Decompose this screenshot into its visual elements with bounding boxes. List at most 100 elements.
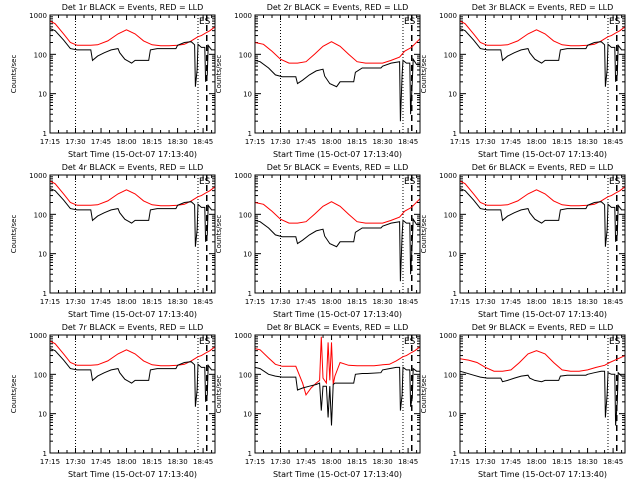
x-tick-label: 17:30 xyxy=(65,138,85,146)
x-tick-label: 17:15 xyxy=(40,458,60,466)
lld-series-line xyxy=(49,20,216,47)
x-tick-label: 18:00 xyxy=(321,138,341,146)
y-axis-label: Counts/sec xyxy=(215,215,223,254)
x-tick-label: 18:45 xyxy=(193,298,213,306)
x-tick-label: 18:30 xyxy=(577,298,597,306)
plot-frame xyxy=(254,174,421,294)
y-tick-label: 1 xyxy=(453,290,457,298)
y-axis-label: Counts/sec xyxy=(10,375,18,414)
x-tick-label: 18:30 xyxy=(577,138,597,146)
y-tick-label: 1 xyxy=(453,450,457,458)
x-tick-label: 17:15 xyxy=(245,138,265,146)
panel-title: Det 4r BLACK = Events, RED = LLD xyxy=(62,163,204,172)
det-panel-2: Det 2r BLACK = Events, RED = LLD Counts/s… xyxy=(215,3,421,159)
x-tick-label: 18:15 xyxy=(552,298,572,306)
x-tick-label: 18:45 xyxy=(398,298,418,306)
y-axis-label: Counts/sec xyxy=(10,55,18,94)
x-axis-label: Start Time (15-Oct-07 17:13:40) xyxy=(478,470,607,479)
x-tick-label: 18:15 xyxy=(142,458,162,466)
panel-title: Det 6r BLACK = Events, RED = LLD xyxy=(472,163,614,172)
events-series-line xyxy=(459,370,625,426)
x-tick-label: 18:15 xyxy=(552,138,572,146)
panel-title: Det 7r BLACK = Events, RED = LLD xyxy=(62,323,204,332)
x-tick-label: 17:45 xyxy=(501,458,521,466)
y-tick-label: 10 xyxy=(243,91,252,99)
marker-label: ES xyxy=(609,177,621,187)
marker-label: ES xyxy=(199,337,211,347)
y-tick-label: 10 xyxy=(38,411,47,419)
y-axis-label: Counts/sec xyxy=(420,375,428,414)
det-panel-6: Det 6r BLACK = Events, RED = LLD Counts/s… xyxy=(420,163,626,319)
x-tick-label: 17:30 xyxy=(65,458,85,466)
y-tick-label: 1000 xyxy=(234,332,252,340)
y-tick-label: 10 xyxy=(448,411,457,419)
x-axis-label: Start Time (15-Oct-07 17:13:40) xyxy=(68,470,197,479)
y-tick-label: 1000 xyxy=(234,172,252,180)
lld-series-line xyxy=(254,336,421,397)
marker-label: ES xyxy=(609,337,621,347)
x-tick-label: 17:30 xyxy=(65,298,85,306)
det-panel-9: Det 9r BLACK = Events, RED = LLD Counts/s… xyxy=(420,323,626,479)
marker-label: ES xyxy=(199,17,211,27)
x-tick-label: 17:45 xyxy=(296,458,316,466)
x-tick-label: 17:15 xyxy=(40,138,60,146)
marker-label: ES xyxy=(199,177,211,187)
plot-frame xyxy=(459,174,626,294)
x-tick-label: 18:00 xyxy=(526,138,546,146)
y-tick-label: 100 xyxy=(239,371,252,379)
y-tick-label: 1000 xyxy=(439,172,457,180)
x-tick-label: 17:30 xyxy=(475,298,495,306)
x-tick-label: 18:45 xyxy=(603,298,623,306)
x-tick-label: 18:00 xyxy=(526,298,546,306)
x-axis-label: Start Time (15-Oct-07 17:13:40) xyxy=(68,310,197,319)
y-axis-label: Counts/sec xyxy=(10,215,18,254)
x-tick-label: 18:15 xyxy=(347,138,367,146)
x-tick-label: 17:45 xyxy=(296,298,316,306)
y-tick-label: 1 xyxy=(453,130,457,138)
x-tick-label: 18:45 xyxy=(603,138,623,146)
y-axis-label: Counts/sec xyxy=(215,55,223,94)
x-tick-label: 18:00 xyxy=(321,458,341,466)
events-series-line xyxy=(459,28,625,87)
y-tick-label: 10 xyxy=(448,91,457,99)
y-tick-label: 10 xyxy=(38,91,47,99)
plot-frame xyxy=(49,14,216,134)
x-tick-label: 17:45 xyxy=(501,138,521,146)
x-tick-label: 17:45 xyxy=(501,298,521,306)
events-series-line xyxy=(49,188,215,247)
y-tick-label: 1 xyxy=(248,450,252,458)
det-panel-7: Det 7r BLACK = Events, RED = LLD Counts/s… xyxy=(10,323,216,479)
panel-title: Det 1r BLACK = Events, RED = LLD xyxy=(62,3,204,12)
x-tick-label: 17:15 xyxy=(40,298,60,306)
x-tick-label: 18:30 xyxy=(372,138,392,146)
events-series-line xyxy=(459,188,625,247)
y-tick-label: 1 xyxy=(43,290,47,298)
y-tick-label: 1000 xyxy=(29,332,47,340)
x-tick-label: 18:00 xyxy=(116,138,136,146)
lld-series-line xyxy=(459,180,626,207)
x-tick-label: 18:45 xyxy=(193,458,213,466)
x-tick-label: 18:30 xyxy=(167,458,187,466)
det-panel-4: Det 4r BLACK = Events, RED = LLD Counts/s… xyxy=(10,163,216,319)
y-tick-label: 1000 xyxy=(234,12,252,20)
panel-title: Det 8r BLACK = Events, RED = LLD xyxy=(267,323,409,332)
x-tick-label: 18:45 xyxy=(398,458,418,466)
events-series-line xyxy=(49,28,215,87)
x-tick-label: 18:15 xyxy=(142,138,162,146)
marker-label: ES xyxy=(404,177,416,187)
x-tick-label: 18:15 xyxy=(552,458,572,466)
x-tick-label: 18:00 xyxy=(526,458,546,466)
det-panel-1: Det 1r BLACK = Events, RED = LLD Counts/s… xyxy=(10,3,216,159)
x-tick-label: 18:45 xyxy=(603,458,623,466)
lld-series-line xyxy=(254,198,421,224)
y-tick-label: 1 xyxy=(248,290,252,298)
x-tick-label: 18:15 xyxy=(347,298,367,306)
y-tick-label: 100 xyxy=(444,211,457,219)
x-tick-label: 17:15 xyxy=(245,298,265,306)
y-tick-label: 100 xyxy=(444,51,457,59)
x-tick-label: 17:15 xyxy=(450,298,470,306)
x-tick-label: 17:45 xyxy=(296,138,316,146)
y-tick-label: 1000 xyxy=(29,172,47,180)
y-axis-label: Counts/sec xyxy=(420,215,428,254)
x-axis-label: Start Time (15-Oct-07 17:13:40) xyxy=(273,470,402,479)
